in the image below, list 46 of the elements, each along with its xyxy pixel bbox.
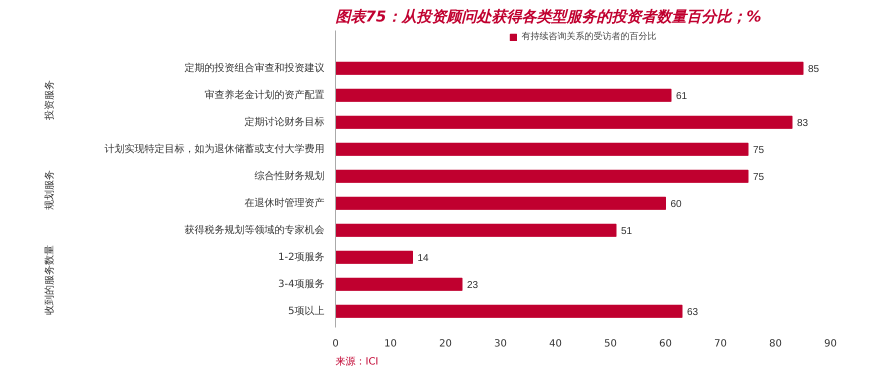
y-tick-label: 计划实现特定目标，如为退休储蓄或支付大学费用 [104,142,324,155]
data-label: 60 [670,198,682,210]
x-tick-label: 50 [604,338,617,350]
bar [336,304,682,318]
bar [336,224,616,237]
data-label: 85 [808,64,820,75]
x-tick-label: 90 [824,338,837,350]
y-tick-label: 5项以上 [288,304,325,317]
data-label: 51 [621,226,633,237]
bar [336,170,748,183]
data-label: 75 [753,144,765,156]
y-tick-label: 定期讨论财务目标 [244,116,324,128]
data-label: 63 [687,306,699,318]
x-tick-label: 0 [332,338,339,350]
bar [336,88,672,102]
y-tick-label: 在退休时管理资产 [244,196,324,209]
text: 规划服务 [44,170,56,210]
text: 投资服务 [44,80,56,121]
x-tick-label: 10 [384,338,397,350]
bar [336,116,792,129]
bar [336,62,804,75]
y-tick-label: 获得税务规划等领域的专家机会 [184,224,324,236]
source-note: 来源：ICI [336,356,378,368]
x-tick-label: 40 [549,338,562,350]
x-tick-label: 60 [659,338,672,350]
data-label: 75 [753,172,765,183]
chart-title: 图表75：从投资顾问处获得各类型服务的投资者数量百分比；% [336,8,762,26]
data-label: 61 [676,90,688,102]
y-tick-label: 综合性财务规划 [254,170,324,182]
data-label: 23 [467,280,479,291]
x-tick-label: 20 [439,338,452,350]
bar [336,142,748,156]
bar [336,196,666,210]
data-label: 14 [418,252,430,264]
y-tick-label: 审查养老金计划的资产配置 [204,88,324,101]
y-tick-label: 3-4项服务 [278,278,325,290]
y-tick-label: 定期的投资组合审查和投资建议 [184,62,324,74]
x-tick-label: 70 [714,338,727,350]
text: 收到的服务数量 [44,244,56,315]
y-tick-label: 1-2项服务 [278,250,325,263]
x-tick-label: 30 [494,338,507,350]
bar [336,250,413,264]
legend-label: 有持续咨询关系的受访者的百分比 [522,30,656,43]
data-label: 83 [797,118,809,129]
x-tick-label: 80 [769,338,782,350]
bar [336,278,462,291]
